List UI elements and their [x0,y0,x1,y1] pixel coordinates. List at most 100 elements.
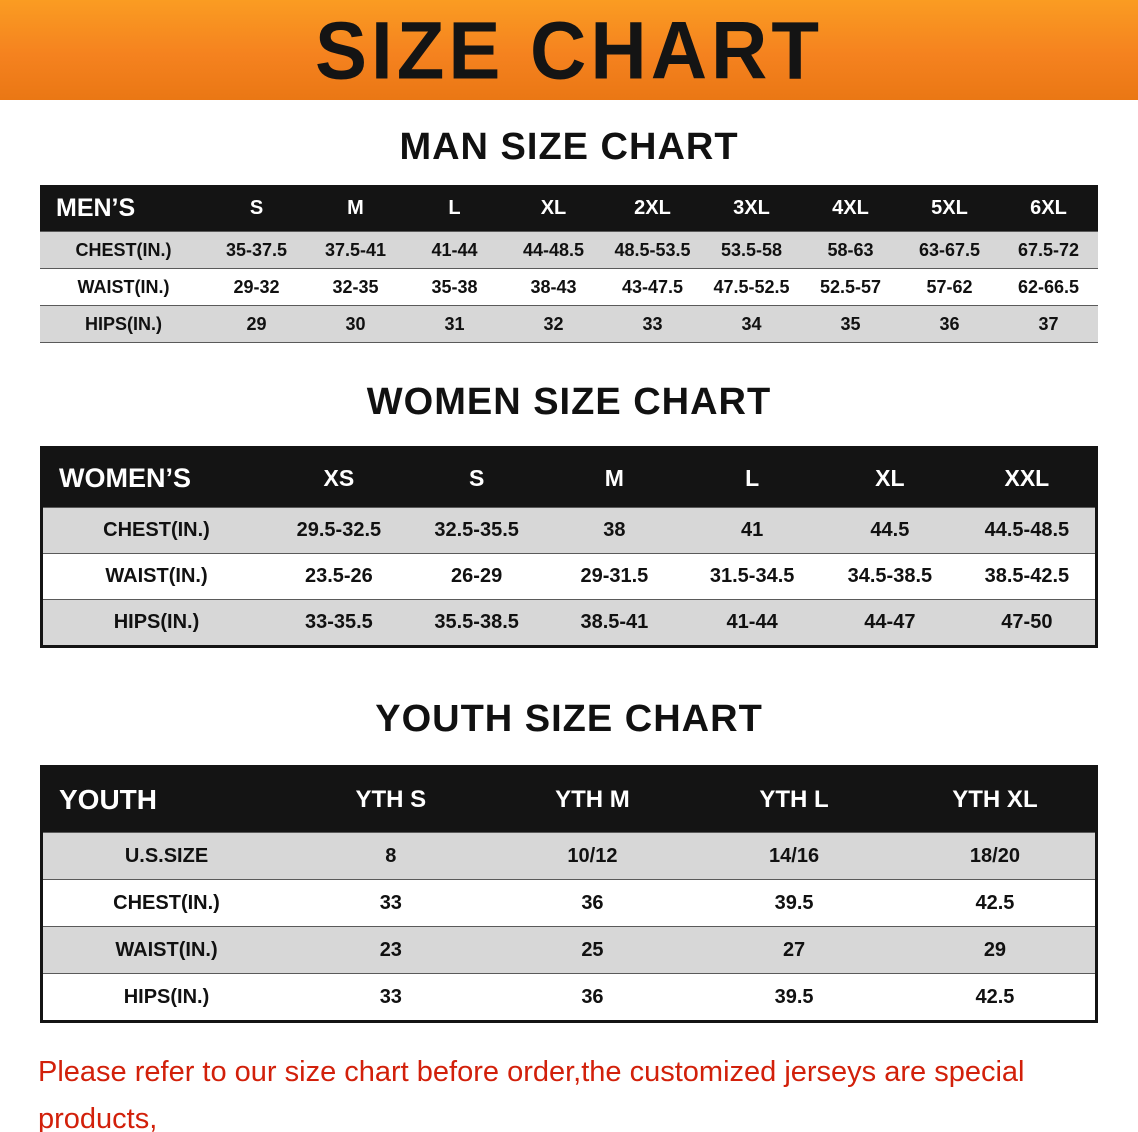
measurement-cell: 47-50 [958,599,1097,647]
measurement-cell: 52.5-57 [801,268,900,306]
charts-container: MAN SIZE CHART MEN’S S M L XL 2XL 3XL 4XL 5XL 6XL… [0,126,1138,1023]
measurement-cell: 43-47.5 [603,268,702,306]
measurement-cell: 33-35.5 [270,599,408,647]
measurement-cell: 36 [900,305,999,343]
women-section-title: WOMEN SIZE CHART [366,381,772,423]
row-label: CHEST(IN.) [40,231,207,269]
table-row: HIPS(IN.) 33-35.5 35.5-38.5 38.5-41 41-44 44-… [41,599,1097,647]
measurement-cell: 44.5-48.5 [958,507,1097,554]
men-table-head: MEN’S S M L XL 2XL 3XL 4XL 5XL 6XL [40,185,1098,232]
measurement-cell: 26-29 [407,553,546,600]
measurement-cell: 48.5-53.5 [603,231,702,269]
size-column-header: XXL [958,447,1097,508]
measurement-cell: 53.5-58 [702,231,801,269]
table-label-header: YOUTH [41,766,290,833]
measurement-cell: 33 [290,973,492,1022]
youth-table-head: YOUTH YTH S YTH M YTH L YTH XL [41,766,1097,833]
measurement-cell: 30 [306,305,405,343]
measurement-cell: 31.5-34.5 [683,553,821,600]
table-row: CHEST(IN.) 29.5-32.5 32.5-35.5 38 41 44.5 44.5… [41,507,1097,554]
size-column-header: L [405,185,504,232]
measurement-cell: 29 [207,305,306,343]
measurement-cell: 35 [801,305,900,343]
measurement-cell: 62-66.5 [999,268,1098,306]
header-row: MEN’S S M L XL 2XL 3XL 4XL 5XL 6XL [40,185,1098,232]
table-row: WAIST(IN.) 23 25 27 29 [41,926,1097,974]
size-column-header: 4XL [801,185,900,232]
measurement-cell: 35.5-38.5 [407,599,546,647]
measurement-cell: 27 [693,926,895,974]
measurement-cell: 63-67.5 [900,231,999,269]
measurement-cell: 57-62 [900,268,999,306]
men-table-body: CHEST(IN.) 35-37.5 37.5-41 41-44 44-48.5 48.5… [40,231,1098,343]
measurement-cell: 34.5-38.5 [821,553,959,600]
women-size-table: WOMEN’S XS S M L XL XXL CHEST(IN.) 29.5-32.5 32.… [40,446,1098,648]
row-label: WAIST(IN.) [41,926,290,974]
row-label: U.S.SIZE [41,832,290,880]
measurement-cell: 33 [290,879,492,927]
measurement-cell: 35-38 [405,268,504,306]
size-column-header: L [683,447,821,508]
measurement-cell: 36 [491,879,694,927]
banner-title: SIZE CHART [315,3,823,97]
row-label: HIPS(IN.) [41,973,290,1022]
women-table-head: WOMEN’S XS S M L XL XXL [41,447,1097,508]
men-size-table: MEN’S S M L XL 2XL 3XL 4XL 5XL 6XL CHEST(IN.) 35-3… [40,185,1098,343]
size-column-header: 5XL [900,185,999,232]
row-label: HIPS(IN.) [41,599,270,647]
size-column-header: YTH S [290,766,492,833]
row-label: CHEST(IN.) [41,879,290,927]
table-row: HIPS(IN.) 33 36 39.5 42.5 [41,973,1097,1022]
size-column-header: XL [504,185,603,232]
table-row: CHEST(IN.) 33 36 39.5 42.5 [41,879,1097,927]
table-label-header: MEN’S [40,185,207,232]
measurement-cell: 67.5-72 [999,231,1098,269]
measurement-cell: 44.5 [821,507,959,554]
table-row: CHEST(IN.) 35-37.5 37.5-41 41-44 44-48.5 48.5… [40,231,1098,269]
size-column-header: XS [270,447,408,508]
measurement-cell: 42.5 [894,973,1097,1022]
row-label: WAIST(IN.) [41,553,270,600]
measurement-cell: 37.5-41 [306,231,405,269]
measurement-cell: 37 [999,305,1098,343]
measurement-cell: 29.5-32.5 [270,507,408,554]
footer-notice: Please refer to our size chart before or… [38,1049,1100,1132]
section-men-size-chart: MAN SIZE CHART MEN’S S M L XL 2XL 3XL 4XL 5XL 6XL… [0,126,1138,343]
size-column-header: 6XL [999,185,1098,232]
measurement-cell: 38-43 [504,268,603,306]
measurement-cell: 35-37.5 [207,231,306,269]
size-column-header: M [306,185,405,232]
measurement-cell: 18/20 [894,832,1097,880]
measurement-cell: 41 [683,507,821,554]
size-column-header: S [207,185,306,232]
measurement-cell: 33 [603,305,702,343]
size-column-header: M [545,447,684,508]
measurement-cell: 38.5-41 [545,599,684,647]
size-column-header: YTH L [693,766,895,833]
measurement-cell: 58-63 [801,231,900,269]
measurement-cell: 32 [504,305,603,343]
measurement-cell: 41-44 [683,599,821,647]
women-table-body: CHEST(IN.) 29.5-32.5 32.5-35.5 38 41 44.5 44.5… [41,507,1097,647]
measurement-cell: 29 [894,926,1097,974]
measurement-cell: 32.5-35.5 [407,507,546,554]
table-label-header: WOMEN’S [41,447,270,508]
size-column-header: 2XL [603,185,702,232]
measurement-cell: 38 [545,507,684,554]
table-row: WAIST(IN.) 23.5-26 26-29 29-31.5 31.5-34.5 34… [41,553,1097,600]
table-row: WAIST(IN.) 29-32 32-35 35-38 38-43 43-47.5 47.… [40,268,1098,306]
measurement-cell: 36 [491,973,694,1022]
size-column-header: XL [821,447,959,508]
measurement-cell: 42.5 [894,879,1097,927]
table-row: HIPS(IN.) 29 30 31 32 33 34 35 36 37 [40,305,1098,343]
measurement-cell: 39.5 [693,973,895,1022]
measurement-cell: 31 [405,305,504,343]
header-row: YOUTH YTH S YTH M YTH L YTH XL [41,766,1097,833]
banner: SIZE CHART [0,0,1138,100]
measurement-cell: 39.5 [693,879,895,927]
measurement-cell: 47.5-52.5 [702,268,801,306]
measurement-cell: 8 [290,832,492,880]
measurement-cell: 10/12 [491,832,694,880]
header-row: WOMEN’S XS S M L XL XXL [41,447,1097,508]
